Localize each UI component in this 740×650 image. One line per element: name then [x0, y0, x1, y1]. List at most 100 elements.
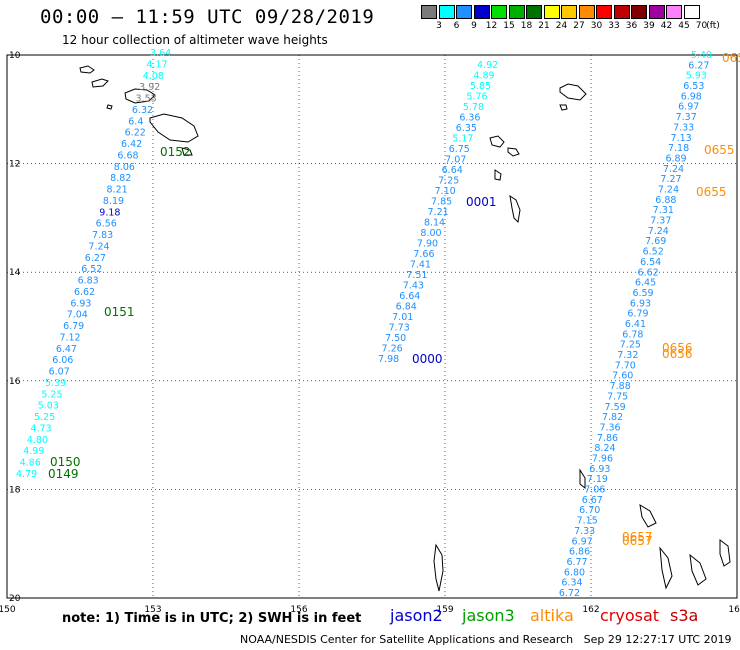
wave-height-label: 4.08	[143, 71, 164, 82]
wave-height-label: 7.04	[67, 310, 88, 321]
wave-height-label: 6.80	[564, 567, 585, 578]
page-subtitle: 12 hour collection of altimeter wave hei…	[62, 33, 328, 47]
wave-height-label: 6.42	[121, 139, 142, 150]
wave-height-label: 9.18	[99, 207, 120, 218]
legend-label: 42	[660, 21, 673, 31]
island	[719, 539, 731, 567]
wave-height-label: 5.78	[463, 102, 484, 113]
time-label: 0152	[160, 145, 191, 159]
mission-cryosat: cryosat	[600, 606, 660, 625]
wave-height-label: 6.97	[572, 536, 593, 547]
wave-height-label: 6.53	[683, 81, 704, 92]
wave-height-label: 7.26	[382, 344, 403, 355]
map-grid	[6, 54, 738, 599]
wave-height-label: 6.93	[70, 298, 91, 309]
legend-label: 33	[608, 21, 620, 31]
wave-height-label: 7.33	[574, 526, 595, 537]
wave-height-label: 7.82	[602, 412, 623, 423]
legend-swatch	[526, 5, 542, 19]
wave-height-label: 6.64	[399, 291, 420, 302]
lat-tick-label: 10	[9, 51, 21, 61]
wave-height-label: 6.62	[638, 267, 659, 278]
wave-height-label: 7.24	[658, 185, 679, 196]
footer-note: note: 1) Time is in UTC; 2) SWH is in fe…	[62, 611, 362, 626]
time-label: 0655	[704, 143, 735, 157]
wave-height-label: 6.97	[678, 102, 699, 113]
wave-height-label: 5.03	[38, 401, 59, 412]
lon-tick-label: 165	[728, 605, 740, 615]
time-label: 0149	[48, 467, 79, 481]
lon-tick-label: 150	[0, 605, 16, 615]
legend-swatch	[438, 5, 455, 19]
wave-height-label: 6.27	[85, 253, 106, 264]
legend-swatch	[543, 5, 560, 19]
wave-height-label: 7.24	[663, 164, 684, 175]
island	[124, 88, 156, 104]
wave-height-label: 7.86	[597, 433, 618, 444]
wave-height-label: 6.89	[665, 153, 686, 164]
wave-height-label: 6.79	[63, 321, 84, 332]
wave-height-label: 6.64	[442, 165, 463, 176]
wave-height-label: 7.37	[676, 112, 697, 123]
wave-height-label: 6.70	[579, 505, 600, 516]
wave-height-label: 6.22	[125, 128, 146, 139]
legend-swatch	[613, 5, 630, 19]
wave-height-label: 7.01	[392, 312, 413, 323]
wave-height-label: 7.43	[403, 281, 424, 292]
wave-height-label: 7.73	[389, 323, 410, 334]
footer-credit: NOAA/NESDIS Center for Satellite Applica…	[240, 633, 732, 646]
lat-tick-label: 14	[9, 268, 21, 278]
mission-s3a: s3a	[670, 606, 699, 625]
legend-swatch	[578, 5, 595, 19]
wave-height-label: 7.59	[605, 402, 626, 413]
legend-label: 36	[625, 21, 638, 31]
wave-height-label: 7.18	[668, 143, 689, 154]
wave-height-label: 8.00	[420, 228, 441, 239]
wave-height-label: 6.27	[688, 60, 709, 71]
wave-height-label: 3.92	[139, 82, 160, 93]
wave-height-label: 7.75	[607, 391, 628, 402]
lat-tick-label: 12	[9, 160, 20, 170]
island	[79, 65, 95, 74]
island	[489, 135, 505, 148]
legend-swatch	[683, 5, 700, 19]
wave-height-label: 8.14	[424, 218, 445, 229]
legend-label: 27	[573, 21, 585, 31]
wave-height-label: 8.21	[107, 185, 128, 196]
wave-height-label: 6.75	[449, 144, 470, 155]
wave-height-label: 5.39	[45, 378, 66, 389]
legend-swatch	[631, 5, 647, 19]
wave-height-label: 8.24	[594, 443, 615, 454]
wave-height-label: 7.98	[378, 354, 399, 365]
wave-height-label: 6.34	[561, 578, 582, 589]
wave-height-label: 8.19	[103, 196, 124, 207]
legend-label: 24	[555, 21, 568, 31]
wave-height-label: 7.96	[592, 454, 613, 465]
wave-height-label: 7.83	[92, 230, 113, 241]
time-label: 0151	[104, 305, 135, 319]
wave-height-label: 3.53	[136, 94, 157, 105]
wave-height-label: 5.25	[41, 389, 62, 400]
wave-height-label: 7.25	[438, 176, 459, 187]
wave-height-label: 7.60	[612, 371, 633, 382]
wave-height-label: 4.92	[477, 60, 498, 71]
wave-height-label: 7.07	[445, 155, 466, 166]
wave-height-label: 6.67	[582, 495, 603, 506]
lat-tick-label: 18	[9, 485, 21, 495]
island	[149, 113, 199, 143]
legend-swatch	[648, 5, 665, 19]
wave-height-label: 7.19	[587, 474, 608, 485]
credit-text: NOAA/NESDIS Center for Satellite Applica…	[240, 633, 574, 646]
wave-height-label: 4.17	[146, 59, 167, 70]
wave-height-label: 7.21	[428, 207, 449, 218]
legend-label: 30	[590, 21, 603, 31]
wave-height-label: 5.40	[691, 50, 712, 61]
island	[106, 104, 113, 110]
legend-label: 9	[471, 21, 477, 31]
wave-height-label: 7.51	[406, 270, 427, 281]
wave-height-label: 7.69	[645, 236, 666, 247]
wave-height-label: 7.85	[431, 197, 452, 208]
wave-height-label: 6.72	[559, 588, 580, 599]
legend-swatch	[508, 5, 525, 19]
